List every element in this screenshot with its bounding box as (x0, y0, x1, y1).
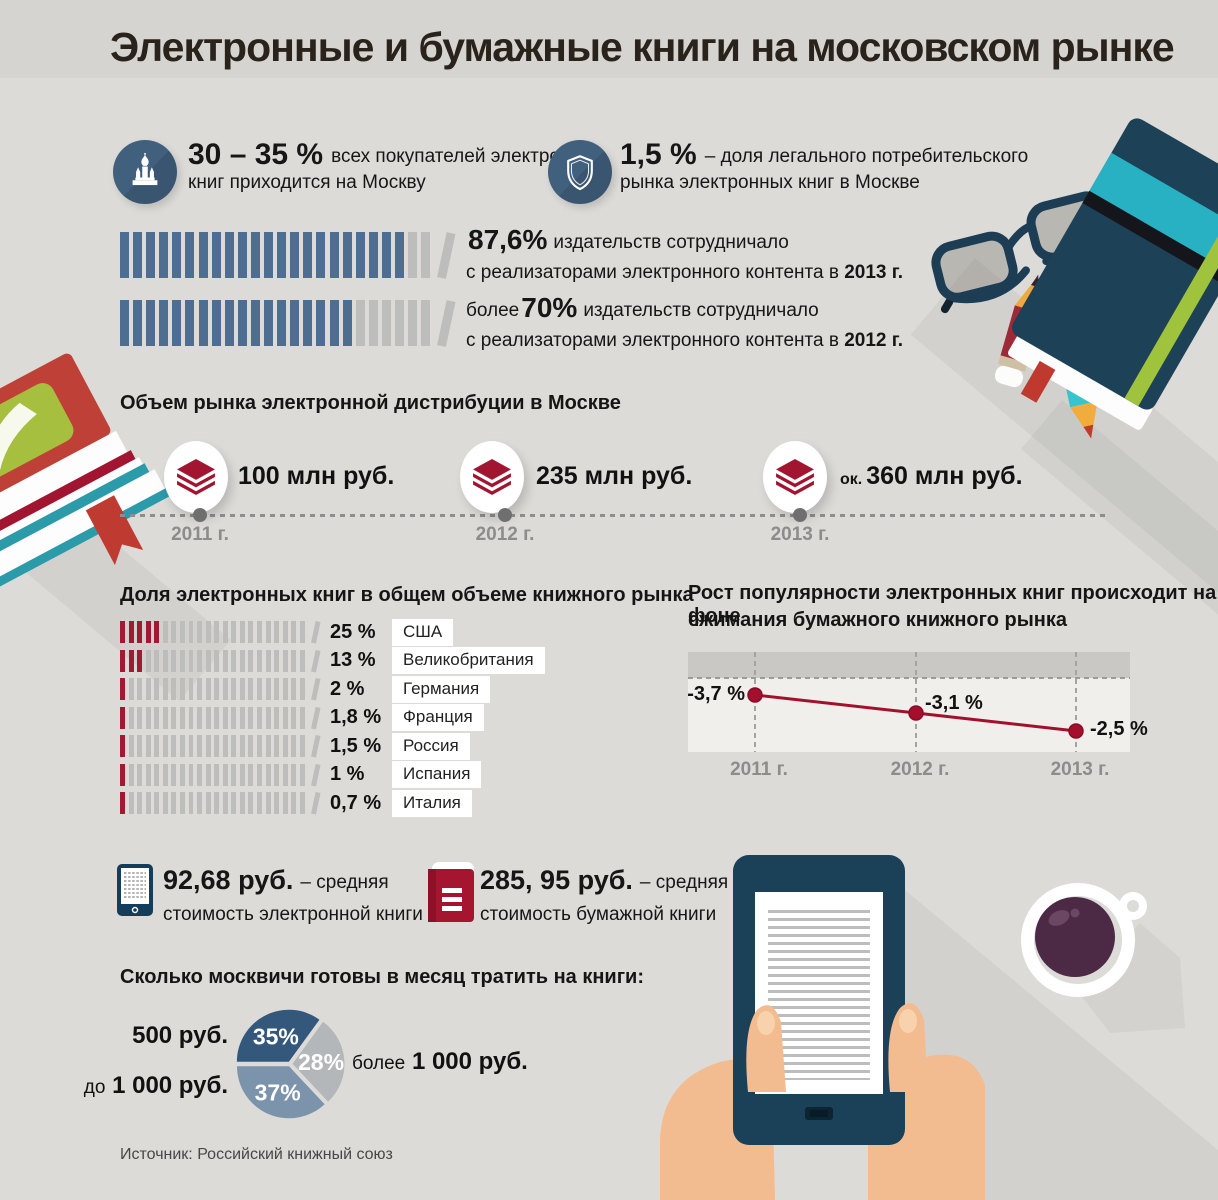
decline-year-2011: 2011 г. (730, 759, 788, 780)
books-icon (460, 441, 524, 513)
decline-year-2013: 2013 г. (1050, 759, 1110, 780)
decline-label-2013: -2,5 % (1090, 718, 1148, 740)
ebook-share-title: Доля электронных книг в общем объеме кни… (120, 584, 694, 606)
paper-book-price: 285, 95 руб. – средняя стоимость бумажной… (480, 865, 729, 925)
market-volume-title: Объем рынка электронной дистрибуции в Мо… (120, 392, 621, 414)
volume-2012-value: 235 млн руб. (536, 462, 693, 490)
paper-decline-title-line1: Рост популярности электронных книг проис… (688, 582, 1217, 627)
timeline-dot-2012 (498, 508, 512, 522)
publishers-2012-bar-strip (120, 300, 456, 347)
share-percent: 13 % (330, 649, 376, 671)
share-row-Германия: 2 % Германия (120, 675, 491, 703)
stat-value: 1,5 % (620, 138, 697, 171)
chart-zero-line (688, 677, 1130, 679)
chart-top-band (688, 652, 1130, 678)
coffee-cup-illustration (1021, 883, 1185, 1033)
chart-gridline-2013 (1075, 652, 1077, 752)
pie-label-bolee-1000: более 1 000 руб. (352, 1048, 528, 1075)
svg-text:28%: 28% (298, 1049, 344, 1075)
notebook-illustration (1008, 118, 1218, 430)
books-stack-illustration (0, 353, 171, 587)
paper-decline-line-chart (747, 687, 1084, 739)
svg-text:35%: 35% (253, 1023, 299, 1049)
publishers-2013-bar-strip (120, 232, 456, 279)
header: Электронные и бумажные книги на московск… (0, 0, 1218, 86)
publishers-2012-text: более70% издательств сотрудничало с реали… (466, 292, 904, 352)
timeline-dot-2013 (793, 508, 807, 522)
timeline-year-2011: 2011 г. (171, 524, 229, 545)
shield-glyph (567, 155, 593, 191)
publishers-2013-text: 87,6% издательств сотрудничало с реализат… (466, 224, 904, 284)
volume-2011-value: 100 млн руб. (238, 462, 395, 490)
shield-icon (548, 140, 612, 204)
chart-gridline-2012 (915, 652, 917, 752)
spending-title: Сколько москвичи готовы в месяц тратить … (120, 966, 645, 988)
stat-value: 30 – 35 % (188, 138, 324, 171)
country-chip: Германия (392, 675, 491, 703)
kremlin-glyph (132, 152, 158, 186)
paper-book-icon (428, 862, 474, 927)
timeline-dot-2011 (193, 508, 207, 522)
country-chip: Великобритания (392, 647, 545, 674)
decline-year-2012: 2012 г. (890, 759, 950, 780)
pie-label-500: 500 руб. (132, 1022, 228, 1049)
timeline-line (120, 514, 1108, 517)
books-icon (164, 441, 228, 513)
share-percent: 1,8 % (330, 706, 382, 728)
country-chip: Испания (392, 761, 482, 788)
share-percent: 0,7 % (330, 791, 382, 814)
paper-decline-title-line2: сжимания бумажного книжного рынка (688, 609, 1067, 631)
share-row-Россия: 1,5 % Россия (120, 732, 470, 760)
ebook-price: 92,68 руб. – средняя стоимость электронно… (163, 865, 423, 925)
legal-market-stat: 1,5 % – доля легального потребительского … (620, 138, 1029, 194)
share-percent: 1 % (330, 763, 365, 785)
ereader-icon (117, 864, 153, 921)
decline-label-2011: -3,7 % (687, 683, 745, 705)
share-row-Испания: 1 % Испания (120, 761, 482, 788)
moscow-buyers-stat: 30 – 35 % всех покупателей электронных кн… (188, 138, 605, 194)
spending-pie-chart: 35%28% 37% (236, 1009, 345, 1119)
source-note: Источник: Российский книжный союз (120, 1146, 393, 1163)
pie-label-do-1000: до 1 000 руб. (83, 1072, 228, 1099)
share-percent: 1,5 % (330, 734, 382, 757)
kremlin-icon (113, 140, 177, 204)
svg-text:37%: 37% (255, 1080, 301, 1106)
share-percent: 2 % (330, 677, 365, 700)
page-title: Электронные и бумажные книги на московск… (110, 24, 1175, 70)
share-row-Италия: 0,7 % Италия (120, 789, 472, 817)
country-chip: Россия (392, 732, 470, 760)
timeline-year-2012: 2012 г. (475, 524, 535, 545)
share-row-Великобритания: 13 % Великобритания (120, 647, 545, 674)
share-row-Франция: 1,8 % Франция (120, 704, 484, 731)
volume-2013-value: ок. 360 млн руб. (840, 462, 1023, 490)
country-chip: Италия (392, 789, 472, 817)
tablet-hands-illustration (660, 855, 1218, 1200)
books-icon (763, 441, 827, 513)
country-chip: Франция (392, 704, 484, 731)
country-chip: США (392, 618, 454, 646)
share-row-США: 25 % США (120, 618, 454, 646)
decline-label-2012: -3,1 % (925, 692, 983, 714)
share-percent: 25 % (330, 620, 376, 643)
timeline-year-2013: 2013 г. (770, 524, 830, 545)
